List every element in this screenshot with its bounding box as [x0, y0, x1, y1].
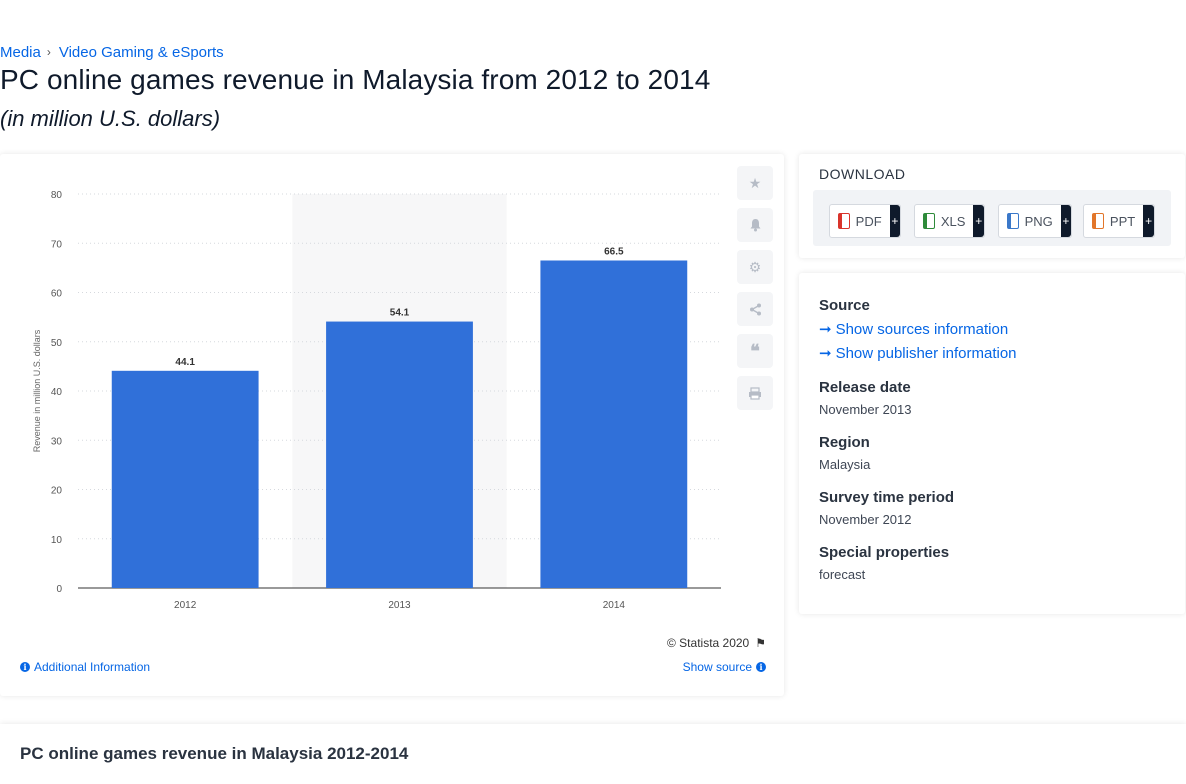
show-sources-label: Show sources information	[836, 321, 1009, 338]
y-tick-label: 0	[56, 584, 62, 595]
page-subtitle: (in million U.S. dollars)	[0, 106, 220, 132]
download-png-button[interactable]: PNG +	[998, 204, 1072, 238]
release-date-label: Release date	[819, 379, 911, 396]
download-pdf-label: PDF	[856, 214, 882, 229]
breadcrumb-video-gaming[interactable]: Video Gaming & eSports	[59, 44, 224, 61]
show-source-label: Show source	[683, 660, 752, 674]
quote-icon[interactable]: ❝	[737, 334, 773, 368]
survey-period-label: Survey time period	[819, 489, 954, 506]
show-publisher-link[interactable]: ➞ Show publisher information	[819, 344, 1017, 362]
bar-2012	[112, 371, 259, 588]
special-properties-label: Special properties	[819, 544, 949, 561]
breadcrumb-separator: ›	[47, 45, 51, 59]
page-title: PC online games revenue in Malaysia from…	[0, 64, 710, 96]
bar-2013	[326, 322, 473, 588]
y-tick-label: 70	[51, 239, 63, 250]
download-png-label: PNG	[1025, 214, 1053, 229]
bell-icon[interactable]	[737, 208, 773, 242]
download-ppt-button[interactable]: PPT +	[1083, 204, 1155, 238]
statista-credit: © Statista 2020 ⚑	[667, 636, 766, 650]
bar-2014	[540, 260, 687, 588]
download-bar: PDF + XLS + PNG + PPT +	[813, 190, 1171, 246]
show-sources-link[interactable]: ➞ Show sources information	[819, 320, 1008, 338]
info-icon: i	[756, 662, 766, 672]
star-icon[interactable]: ★	[737, 166, 773, 200]
plus-icon: +	[973, 205, 984, 237]
data-label: 54.1	[390, 308, 410, 319]
download-title: DOWNLOAD	[819, 166, 905, 182]
data-label: 66.5	[604, 246, 624, 257]
plus-icon: +	[1061, 205, 1071, 237]
y-tick-label: 40	[51, 387, 63, 398]
download-xls-label: XLS	[941, 214, 966, 229]
print-icon[interactable]	[737, 376, 773, 410]
info-icon: i	[20, 662, 30, 672]
download-card: DOWNLOAD PDF + XLS + PNG + PPT +	[799, 154, 1185, 258]
ppt-file-icon	[1092, 213, 1104, 229]
additional-information-link[interactable]: i Additional Information	[20, 660, 150, 674]
download-ppt-label: PPT	[1110, 214, 1135, 229]
y-tick-label: 60	[51, 289, 63, 300]
region-label: Region	[819, 434, 870, 451]
y-axis-label: Revenue in million U.S. dollars	[32, 329, 42, 452]
show-publisher-label: Show publisher information	[836, 345, 1017, 362]
pdf-file-icon	[838, 213, 850, 229]
special-properties-value: forecast	[819, 567, 865, 582]
data-label: 44.1	[175, 357, 195, 368]
y-tick-label: 20	[51, 486, 63, 497]
x-tick-label: 2013	[388, 600, 411, 611]
chart-toolbar: ★ ⚙ ❝	[737, 166, 773, 418]
y-tick-label: 10	[51, 535, 63, 546]
related-statistic-title: PC online games revenue in Malaysia 2012…	[20, 744, 408, 764]
breadcrumb-media[interactable]: Media	[0, 44, 41, 61]
flag-icon[interactable]: ⚑	[755, 636, 766, 650]
arrow-right-icon: ➞	[819, 344, 832, 362]
x-tick-label: 2012	[174, 600, 197, 611]
additional-information-label: Additional Information	[34, 660, 150, 674]
plus-icon: +	[1143, 205, 1154, 237]
y-tick-label: 30	[51, 436, 63, 447]
xls-file-icon	[923, 213, 935, 229]
chart-card: 0 10 20 30 40 50 60 70 80 44.1 2012 54.1 2013 66.5 201…	[0, 154, 784, 696]
bar-chart: 0 10 20 30 40 50 60 70 80 44.1 2012 54.1 2013 66.5 201…	[0, 154, 784, 624]
png-file-icon	[1007, 213, 1019, 229]
y-tick-label: 80	[51, 190, 63, 201]
statistic-details-card: Source ➞ Show sources information ➞ Show…	[799, 273, 1185, 614]
gear-icon[interactable]: ⚙	[737, 250, 773, 284]
y-tick-label: 50	[51, 338, 63, 349]
arrow-right-icon: ➞	[819, 320, 832, 338]
plus-icon: +	[890, 205, 900, 237]
download-pdf-button[interactable]: PDF +	[829, 204, 901, 238]
survey-period-value: November 2012	[819, 512, 912, 527]
breadcrumb: Media › Video Gaming & eSports	[0, 43, 224, 61]
show-source-link[interactable]: Show source i	[683, 660, 766, 674]
source-label: Source	[819, 297, 870, 314]
share-icon[interactable]	[737, 292, 773, 326]
download-xls-button[interactable]: XLS +	[914, 204, 985, 238]
x-tick-label: 2014	[603, 600, 626, 611]
credit-text: © Statista 2020	[667, 636, 749, 650]
related-statistic-card: PC online games revenue in Malaysia 2012…	[0, 724, 1186, 784]
release-date-value: November 2013	[819, 402, 912, 417]
region-value: Malaysia	[819, 457, 870, 472]
